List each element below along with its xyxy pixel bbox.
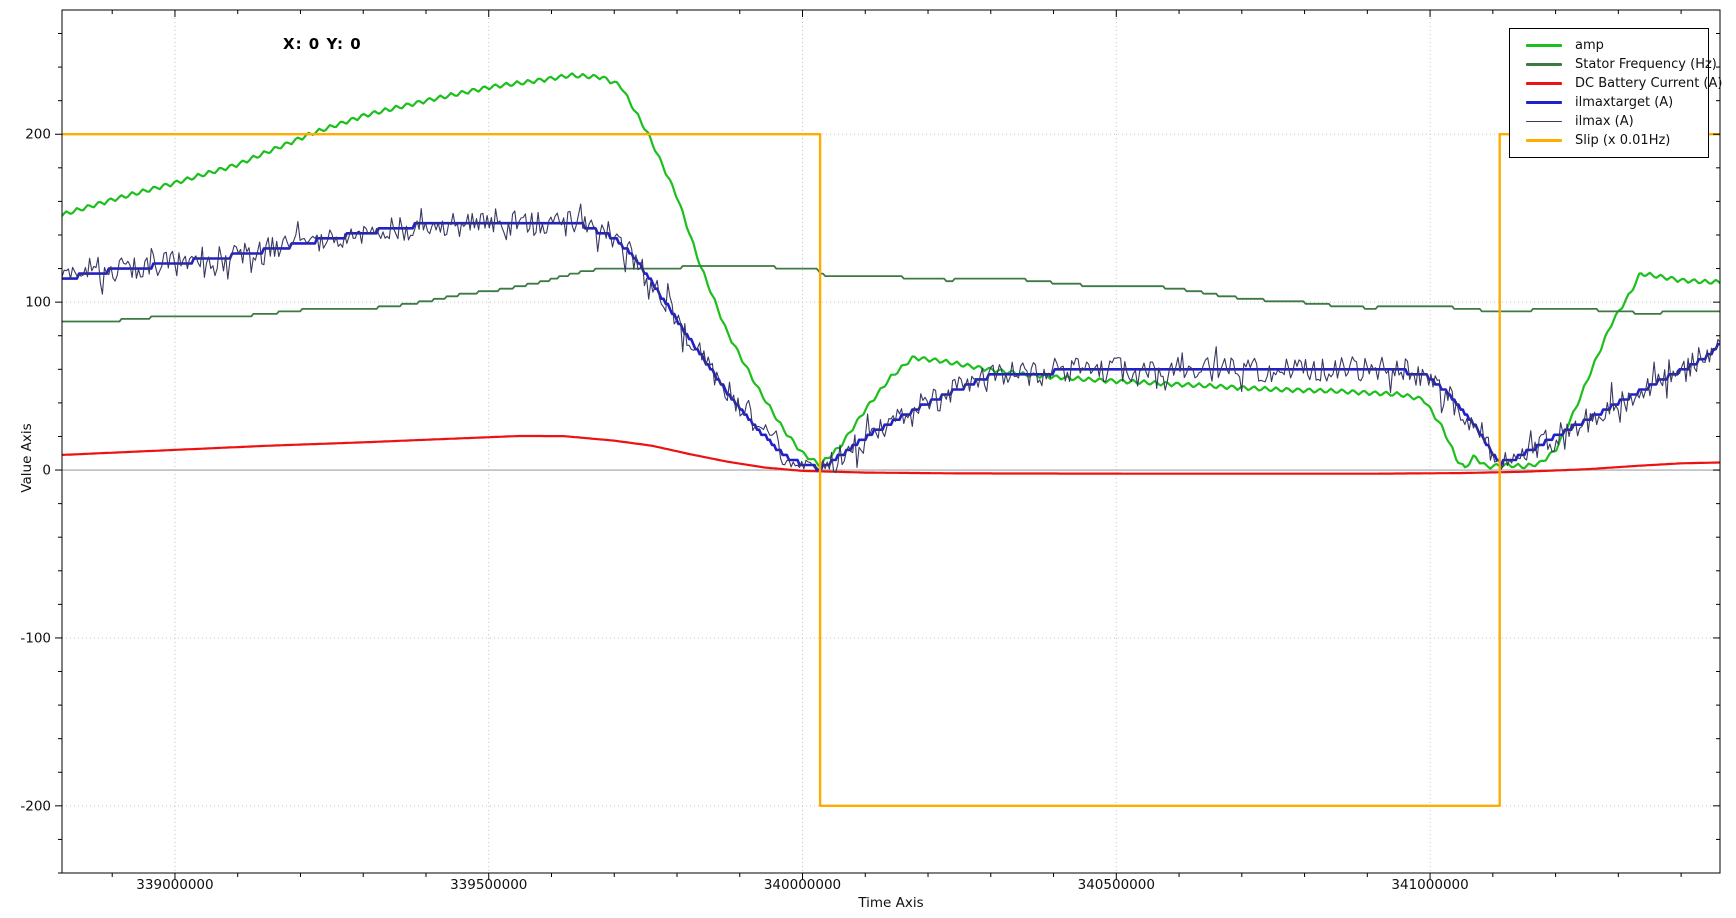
legend-label: Slip (x 0.01Hz): [1575, 133, 1671, 148]
legend-item[interactable]: ilmaxtarget (A): [1526, 93, 1702, 112]
legend-line-sample: [1526, 81, 1562, 86]
y-axis-title: Value Axis: [19, 423, 35, 492]
legend-line-sample: [1526, 63, 1562, 66]
x-tick-label: 341000000: [1391, 877, 1468, 893]
x-axis-title: Time Axis: [857, 895, 923, 911]
series-line-ilmaxtarget-a-: [62, 221, 1720, 472]
legend: amp Stator Frequency (Hz) DC Battery Curre…: [1509, 28, 1722, 158]
series-lines: [62, 72, 1720, 807]
legend-line-sample: [1526, 43, 1562, 48]
axis-ticks: [55, 10, 1720, 880]
y-tick-label: -100: [20, 630, 51, 646]
legend-item[interactable]: ilmax (A): [1526, 112, 1702, 131]
legend-item[interactable]: Stator Frequency (Hz): [1526, 55, 1717, 74]
axis-tick-labels: 339000000 339500000 340000000 340500000 3410…: [20, 127, 1468, 893]
y-tick-label: 0: [42, 463, 51, 479]
legend-item[interactable]: DC Battery Current (A): [1526, 74, 1722, 93]
legend-line-sample: [1526, 100, 1562, 105]
series-line-stator-frequency-hz-: [62, 265, 1720, 323]
x-tick-label: 339000000: [136, 877, 213, 893]
y-tick-label: 100: [25, 295, 51, 311]
x-tick-label: 340500000: [1078, 877, 1155, 893]
legend-item[interactable]: amp: [1526, 36, 1702, 55]
x-tick-label: 339500000: [450, 877, 527, 893]
legend-line-sample: [1526, 138, 1562, 143]
crosshair-readout: X: 0 Y: 0: [283, 35, 362, 53]
y-tick-label: 200: [25, 127, 51, 143]
legend-label: amp: [1575, 38, 1604, 53]
legend-label: Stator Frequency (Hz): [1575, 57, 1717, 72]
gridlines: [62, 10, 1720, 873]
y-tick-label: -200: [20, 798, 51, 814]
plot-frame: [61, 9, 1721, 874]
series-line-amp: [62, 72, 1720, 470]
x-tick-label: 340000000: [764, 877, 841, 893]
legend-label: ilmax (A): [1575, 114, 1634, 129]
legend-label: DC Battery Current (A): [1575, 76, 1723, 91]
legend-item[interactable]: Slip (x 0.01Hz): [1526, 131, 1702, 150]
legend-label: ilmaxtarget (A): [1575, 95, 1674, 110]
series-line-ilmax-a-: [62, 203, 1720, 474]
series-line-dc-battery-current-a-: [62, 434, 1720, 475]
legend-line-sample: [1526, 120, 1562, 123]
